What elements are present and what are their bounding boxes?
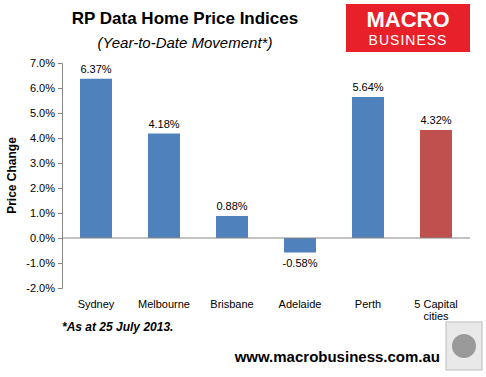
y-tick: 2.0%: [30, 182, 62, 194]
y-tick-mark: [58, 188, 62, 189]
y-tick: -2.0%: [26, 282, 62, 294]
emblem: [446, 322, 482, 370]
emblem-box: [446, 322, 482, 370]
y-axis-line: [58, 64, 63, 289]
x-tick: Melbourne: [138, 292, 190, 310]
logo-box: [346, 4, 470, 52]
y-tick-label: -1.0%: [26, 257, 55, 269]
x-tick: Perth: [355, 292, 381, 310]
x-tick: Adelaide: [279, 292, 322, 310]
bar: [216, 216, 248, 238]
y-tick-label: 6.0%: [30, 82, 55, 94]
x-tick: Sydney: [78, 292, 115, 310]
subtitle: (Year-to-Date Movement*): [98, 34, 273, 51]
x-tick-label: Brisbane: [210, 298, 253, 310]
logo-text: MACRO: [366, 7, 449, 32]
bar: [420, 130, 452, 238]
y-tick: -1.0%: [26, 257, 62, 269]
y-tick-label: 2.0%: [30, 182, 55, 194]
data-label: 5.64%: [352, 81, 383, 93]
title: RP Data Home Price Indices: [72, 9, 298, 28]
bars: [80, 79, 452, 253]
y-tick-mark: [58, 163, 62, 164]
y-tick-label: 3.0%: [30, 157, 55, 169]
bar: [148, 134, 180, 239]
y-tick-label: -2.0%: [26, 282, 55, 294]
y-tick-mark: [58, 263, 62, 264]
source: www.macrobusiness.com.au: [234, 348, 440, 365]
x-tick-label: Sydney: [78, 298, 115, 310]
data-labels: 6.37% 4.18% 0.88% -0.58% 5.64% 4.32%: [80, 63, 451, 269]
bar: [284, 238, 316, 253]
y-tick-mark: [58, 288, 62, 289]
y-tick: 4.0%: [30, 132, 62, 144]
x-tick-label-line: cities: [423, 310, 449, 322]
y-tick-label: 7.0%: [30, 57, 55, 69]
chart: RP Data Home Price Indices (Year-to-Date …: [0, 0, 486, 377]
zero-line: [62, 238, 470, 239]
x-tick: 5 Capitalcities: [414, 292, 457, 322]
y-tick-label: 5.0%: [30, 107, 55, 119]
y-axis-title: Price Change: [5, 137, 19, 214]
x-tick-label: 5 Capitalcities: [414, 298, 457, 323]
y-tick: 6.0%: [30, 82, 62, 94]
bar: [80, 79, 112, 238]
x-tick-label: Perth: [355, 298, 381, 310]
y-tick: 0.0%: [30, 232, 62, 244]
data-label: 6.37%: [80, 63, 111, 75]
y-tick-mark: [58, 238, 62, 239]
logo: MACROBUSINESS: [346, 4, 470, 52]
x-tick-label: Adelaide: [279, 298, 322, 310]
y-tick: 1.0%: [30, 207, 62, 219]
y-tick: 5.0%: [30, 107, 62, 119]
y-tick: 7.0%: [30, 57, 62, 69]
x-tick: Brisbane: [210, 292, 253, 310]
y-tick-label: 0.0%: [30, 232, 55, 244]
data-label: 4.18%: [148, 118, 179, 130]
y-tick-mark: [58, 138, 62, 139]
emblem-face: [452, 334, 476, 358]
y-tick-label: 1.0%: [30, 207, 55, 219]
x-tick-label-line: 5 Capital: [414, 298, 457, 310]
y-tick-label: 4.0%: [30, 132, 55, 144]
y-tick-mark: [58, 88, 62, 89]
y-tick-mark: [58, 113, 62, 114]
bar: [352, 97, 384, 238]
y-tick: 3.0%: [30, 157, 62, 169]
x-tick-label: Melbourne: [138, 298, 190, 310]
x-axis: Sydney Melbourne Brisbane Adelaide Perth 5 Ca…: [78, 292, 458, 322]
data-label: 0.88%: [216, 200, 247, 212]
data-label: -0.58%: [283, 257, 318, 269]
footnote: *As at 25 July 2013.: [62, 320, 173, 334]
data-label: 4.32%: [420, 114, 451, 126]
y-tick-mark: [58, 63, 62, 64]
y-axis: -2.0% -1.0% 0.0% 1.0% 2.0% 3.0% 4.0% 5.0% 6.0% 7.…: [26, 57, 62, 294]
chart-container: RP Data Home Price Indices (Year-to-Date …: [0, 0, 486, 377]
y-tick-mark: [58, 213, 62, 214]
logo-text: BUSINESS: [369, 32, 448, 48]
